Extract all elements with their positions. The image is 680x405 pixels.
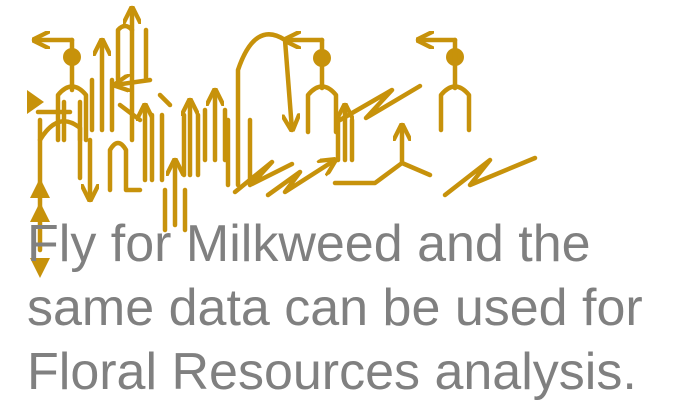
- zigzag-glyphs: [232, 83, 538, 198]
- left-edge-markers: [27, 90, 90, 278]
- caption-text: Fly for Milkweed and the same data can b…: [27, 215, 643, 401]
- central-glyph-group: [107, 87, 228, 233]
- arrow-bundle-glyph: [89, 37, 153, 133]
- figure-glyph-right: [415, 40, 472, 133]
- arch-arrow-glyph: [225, 32, 292, 188]
- figure-glyph-middle: [282, 40, 339, 135]
